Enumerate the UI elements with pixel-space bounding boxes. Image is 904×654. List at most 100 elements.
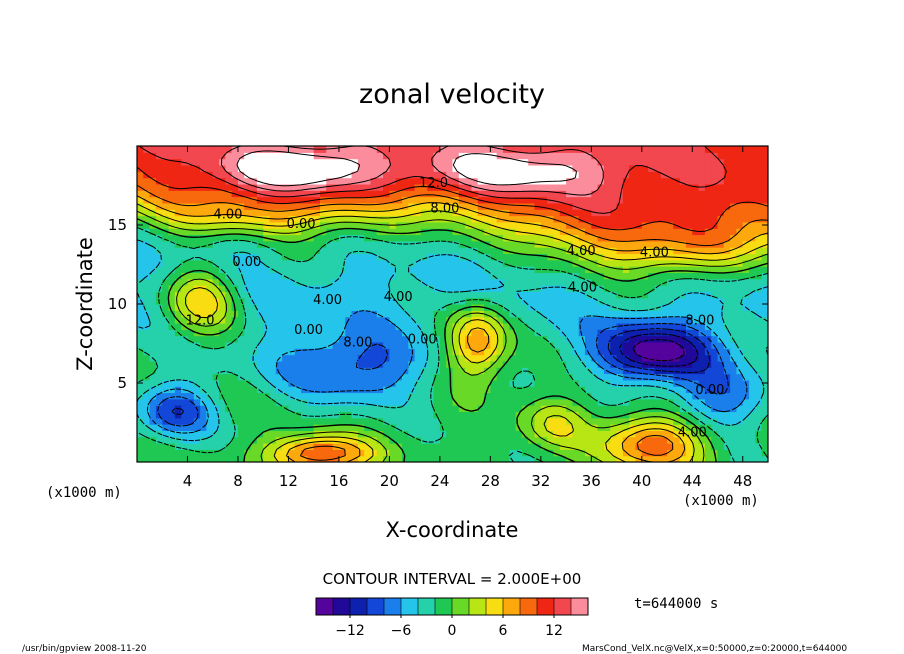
field-cell [572, 360, 580, 368]
field-cell [200, 373, 208, 381]
field-cell [219, 310, 226, 318]
field-cell [376, 190, 384, 198]
field-cell [496, 417, 504, 425]
field-cell [383, 304, 390, 311]
field-cell [685, 405, 693, 413]
field-cell [149, 392, 157, 400]
field-cell [319, 386, 327, 394]
field-cell [237, 285, 245, 292]
field-cell [414, 164, 422, 172]
field-cell [370, 177, 378, 185]
field-cell [307, 228, 315, 236]
field-cell [654, 329, 662, 337]
field-cell [307, 335, 315, 343]
field-cell [622, 202, 630, 210]
field-cell [465, 253, 473, 261]
field-cell [654, 411, 662, 419]
field-cell [477, 221, 485, 229]
field-cell [755, 278, 763, 286]
field-cell [414, 424, 422, 431]
field-cell [332, 221, 340, 229]
field-cell [212, 272, 220, 280]
field-cell [275, 455, 283, 462]
field-cell [313, 436, 321, 444]
field-cell [301, 449, 308, 457]
field-cell [395, 177, 403, 185]
field-cell [641, 348, 649, 356]
field-cell [357, 240, 365, 248]
field-cell [723, 417, 731, 425]
field-cell [648, 171, 656, 179]
field-cell [439, 329, 447, 337]
field-cell [313, 158, 321, 166]
field-cell [263, 171, 271, 179]
field-cell [540, 322, 548, 330]
field-cell [667, 430, 674, 438]
field-cell [174, 386, 182, 394]
field-cell [364, 146, 372, 153]
field-cell [263, 196, 271, 204]
field-cell [622, 443, 630, 450]
field-cell [301, 171, 308, 179]
field-cell [698, 348, 706, 356]
field-cell [528, 164, 536, 172]
field-cell [370, 360, 378, 368]
field-cell [294, 304, 302, 311]
field-cell [351, 247, 359, 255]
field-cell [730, 367, 738, 375]
field-cell [288, 266, 296, 273]
field-cell [654, 171, 662, 179]
field-cell [433, 234, 441, 242]
field-cell [357, 266, 365, 273]
field-cell [711, 316, 719, 324]
field-cell [332, 424, 340, 431]
field-cell [155, 266, 163, 273]
field-cell [540, 310, 548, 318]
field-cell [502, 322, 510, 330]
field-cell [521, 329, 529, 337]
field-cell [509, 253, 517, 261]
field-cell [490, 240, 498, 248]
field-cell [345, 322, 353, 330]
field-cell [635, 196, 643, 204]
field-cell [301, 278, 308, 286]
field-cell [200, 329, 208, 337]
field-cell [685, 341, 693, 349]
field-cell [219, 183, 226, 191]
field-cell [578, 348, 586, 356]
field-cell [256, 335, 264, 343]
field-cell [471, 253, 479, 261]
field-cell [648, 196, 656, 204]
field-cell [635, 430, 643, 438]
field-cell [667, 228, 674, 236]
field-cell [622, 177, 630, 185]
field-cell [269, 373, 277, 381]
field-cell [490, 436, 498, 444]
field-cell [427, 209, 435, 217]
field-cell [370, 291, 378, 299]
field-cell [383, 398, 390, 406]
field-cell [225, 234, 233, 242]
field-cell [685, 386, 693, 394]
field-cell [484, 278, 491, 286]
field-cell [433, 341, 441, 349]
field-cell [736, 253, 744, 261]
field-cell [338, 240, 346, 248]
field-cell [521, 196, 529, 204]
field-cell [433, 228, 441, 236]
field-cell [389, 297, 397, 305]
field-cell [187, 291, 195, 299]
field-cell [269, 405, 277, 413]
field-cell [282, 196, 290, 204]
field-cell [667, 240, 674, 248]
field-cell [162, 335, 170, 343]
field-cell [402, 455, 409, 462]
field-cell [465, 367, 473, 375]
field-cell [616, 335, 624, 343]
field-cell [635, 348, 643, 356]
field-cell [244, 436, 252, 444]
field-cell [629, 405, 637, 413]
field-cell [294, 266, 302, 273]
field-cell [383, 285, 390, 292]
field-cell [622, 158, 630, 166]
